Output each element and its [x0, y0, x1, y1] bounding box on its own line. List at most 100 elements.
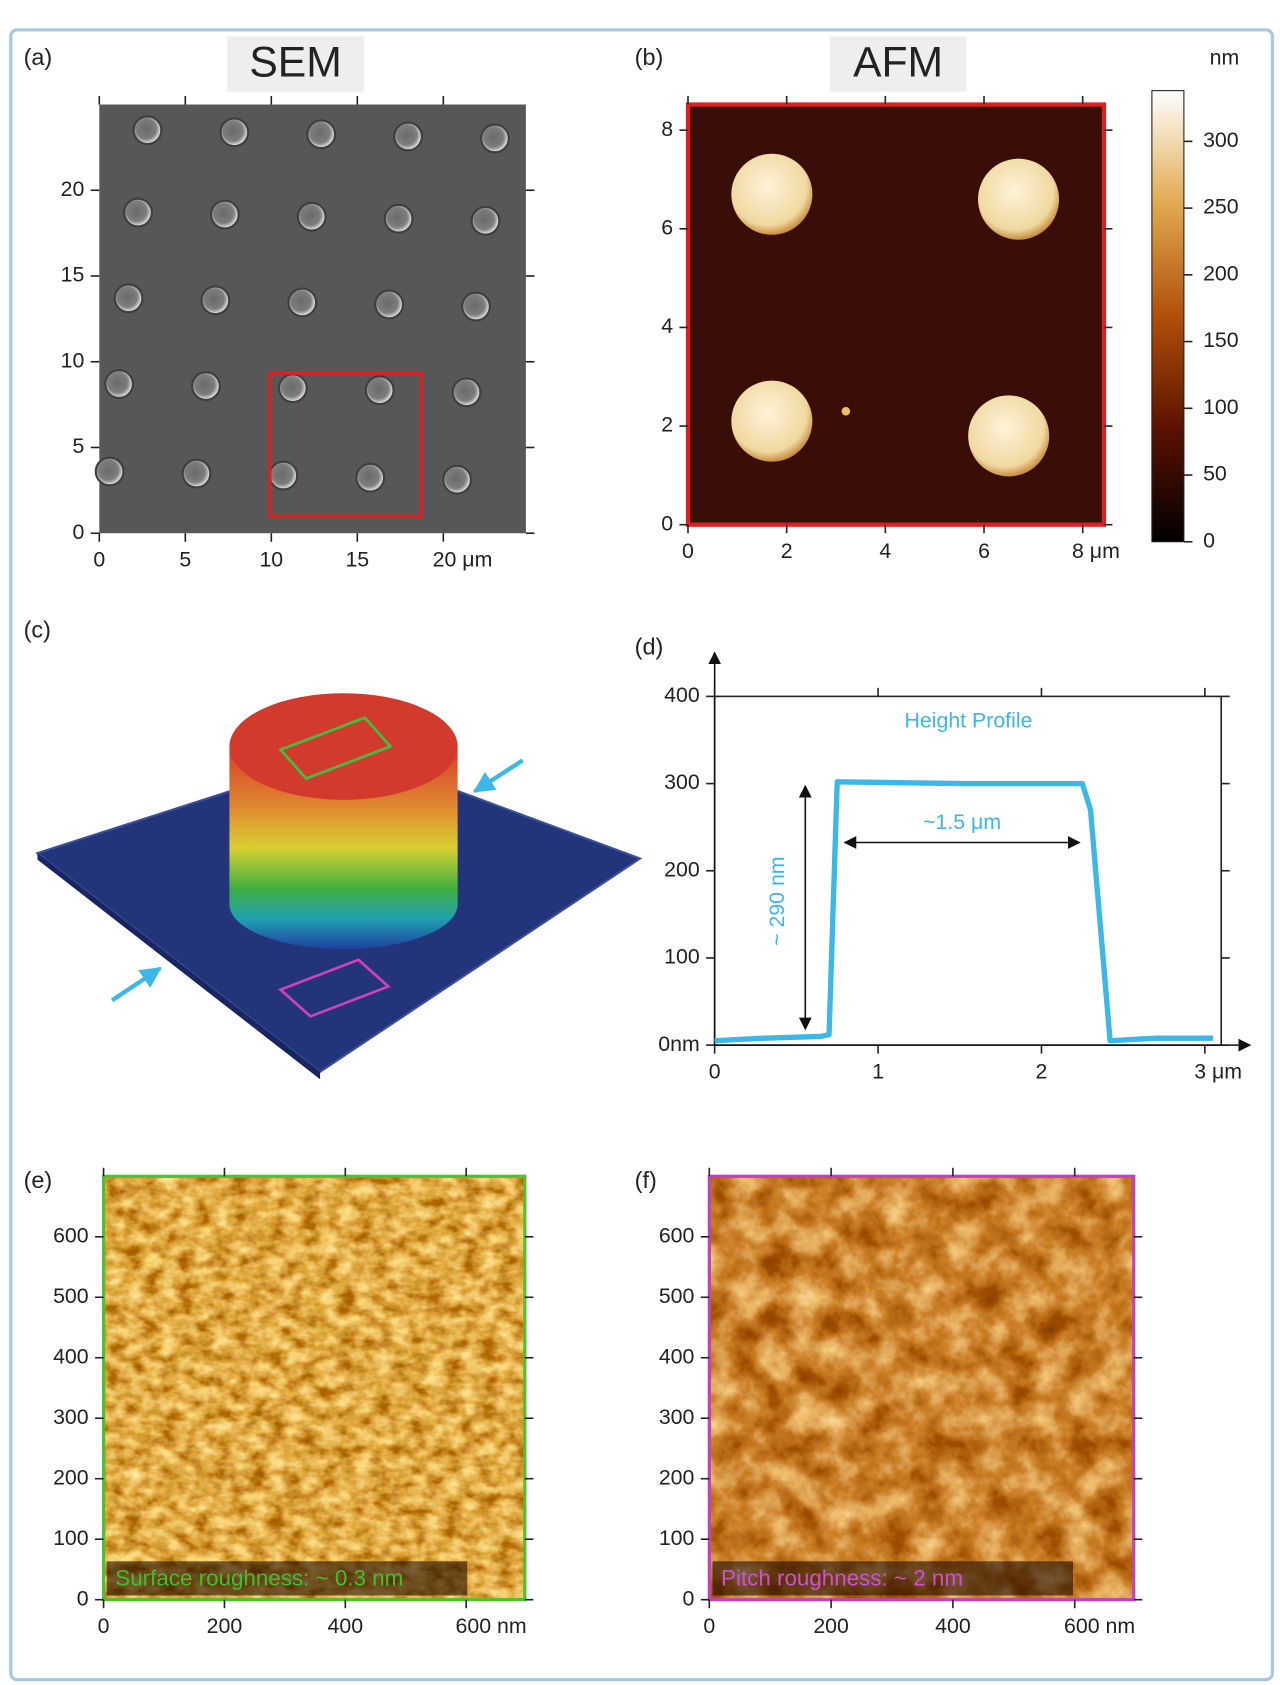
x-tick-label: 15 — [345, 548, 369, 572]
y-tick-label: 300 — [659, 1405, 695, 1429]
pillar — [181, 458, 212, 489]
annotation-bg — [106, 1561, 468, 1596]
pillar — [306, 119, 337, 150]
pillar — [287, 287, 318, 318]
sem-pillars — [94, 115, 510, 495]
panel-label: (d) — [635, 634, 664, 660]
pillar-top — [229, 693, 458, 800]
image-frame — [707, 1174, 1136, 1602]
figure-border — [9, 28, 1275, 1682]
x-tick-label: 8 μm — [1072, 539, 1120, 563]
x-tick-label: 200 — [813, 1614, 849, 1638]
colorbar — [1151, 90, 1185, 543]
panel-title: SEM — [249, 38, 341, 86]
x-tick-label: 5 — [179, 548, 191, 572]
y-tick-label: 200 — [659, 1465, 695, 1489]
colorbar-tick-label: 250 — [1203, 195, 1239, 219]
plot-title: Height Profile — [904, 709, 1032, 733]
panel-label: (b) — [635, 44, 664, 70]
y-tick-label: 400 — [659, 1344, 695, 1368]
panel-label: (c) — [24, 617, 51, 643]
annotation: Surface roughness: ~ 0.3 nm — [115, 1565, 403, 1590]
pillar — [191, 371, 221, 402]
annotation: ~ 290 nm — [765, 856, 789, 945]
y-tick-label: 200 — [664, 857, 700, 881]
arrow — [472, 758, 524, 794]
height-profile — [714, 779, 1214, 1044]
pillar — [383, 203, 414, 234]
pillar-body — [229, 746, 458, 950]
y-tick-label: 0 — [73, 520, 85, 544]
substrate-edge — [37, 853, 321, 1080]
pillar — [209, 199, 240, 230]
annotation: Pitch roughness: ~ 2 nm — [721, 1565, 963, 1590]
pillar — [968, 395, 1050, 477]
colorbar-tick-label: 100 — [1203, 395, 1239, 419]
pillar — [731, 380, 813, 462]
title-box — [227, 36, 364, 92]
x-tick-label: 0 — [93, 548, 105, 572]
roughness-box-bottom — [278, 958, 391, 1018]
pillar — [978, 158, 1060, 240]
pillar — [364, 375, 395, 406]
x-tick-label: 4 — [879, 539, 891, 563]
x-tick-label: 200 — [207, 1614, 243, 1638]
panel-label: (a) — [24, 44, 53, 70]
pillar — [461, 291, 491, 322]
y-tick-label: 10 — [61, 348, 85, 372]
y-tick-label: 6 — [661, 215, 673, 239]
pillar — [393, 121, 423, 152]
y-tick-label: 600 — [659, 1223, 695, 1247]
x-tick-label: 20 μm — [433, 548, 493, 572]
pillar — [113, 283, 144, 314]
y-tick-label: 0nm — [658, 1032, 699, 1056]
pillar — [355, 462, 386, 493]
pillar — [132, 115, 163, 146]
y-tick-label: 100 — [53, 1526, 89, 1550]
y-tick-label: 20 — [61, 177, 85, 201]
x-tick-label: 10 — [259, 548, 283, 572]
pillar — [104, 369, 135, 399]
arrow — [110, 966, 162, 1003]
pillar — [219, 117, 250, 148]
colorbar-tick-label: 300 — [1203, 128, 1239, 152]
x-tick-label: 3 μm — [1194, 1059, 1242, 1083]
y-tick-label: 300 — [53, 1405, 89, 1429]
pillar — [731, 153, 813, 235]
x-tick-label: 400 — [328, 1614, 364, 1638]
image-frame — [101, 1174, 527, 1602]
panel-label: (e) — [24, 1167, 53, 1193]
colorbar-unit: nm — [1210, 45, 1240, 69]
y-tick-label: 2 — [661, 413, 673, 437]
afm-pillars — [731, 153, 1060, 477]
pillar — [470, 205, 501, 236]
y-tick-label: 400 — [664, 683, 700, 707]
colorbar-tick-label: 200 — [1203, 261, 1239, 285]
pillar — [374, 289, 405, 320]
y-tick-label: 8 — [661, 117, 673, 141]
panel-label: (f) — [635, 1167, 657, 1193]
afm-image — [103, 1176, 525, 1600]
selection-box — [268, 371, 423, 518]
y-tick-label: 100 — [659, 1526, 695, 1550]
y-tick-label: 0 — [661, 511, 673, 535]
y-tick-label: 400 — [53, 1344, 89, 1368]
y-tick-label: 0 — [683, 1586, 695, 1610]
pillar — [442, 464, 473, 495]
panel-title: AFM — [853, 38, 943, 86]
x-tick-label: 0 — [703, 1614, 715, 1638]
y-tick-label: 300 — [664, 770, 700, 794]
x-tick-label: 2 — [1036, 1059, 1048, 1083]
afm-image — [709, 1176, 1134, 1600]
plot-frame — [713, 695, 1223, 1046]
pillar — [296, 201, 327, 232]
x-tick-label: 0 — [98, 1614, 110, 1638]
y-tick-label: 5 — [73, 434, 85, 458]
x-tick-label: 0 — [682, 539, 694, 563]
3d-render — [35, 693, 643, 1080]
colorbar-tick-label: 0 — [1203, 528, 1215, 552]
pillar — [123, 197, 153, 228]
x-tick-label: 1 — [872, 1059, 884, 1083]
y-tick-label: 600 — [53, 1223, 89, 1247]
